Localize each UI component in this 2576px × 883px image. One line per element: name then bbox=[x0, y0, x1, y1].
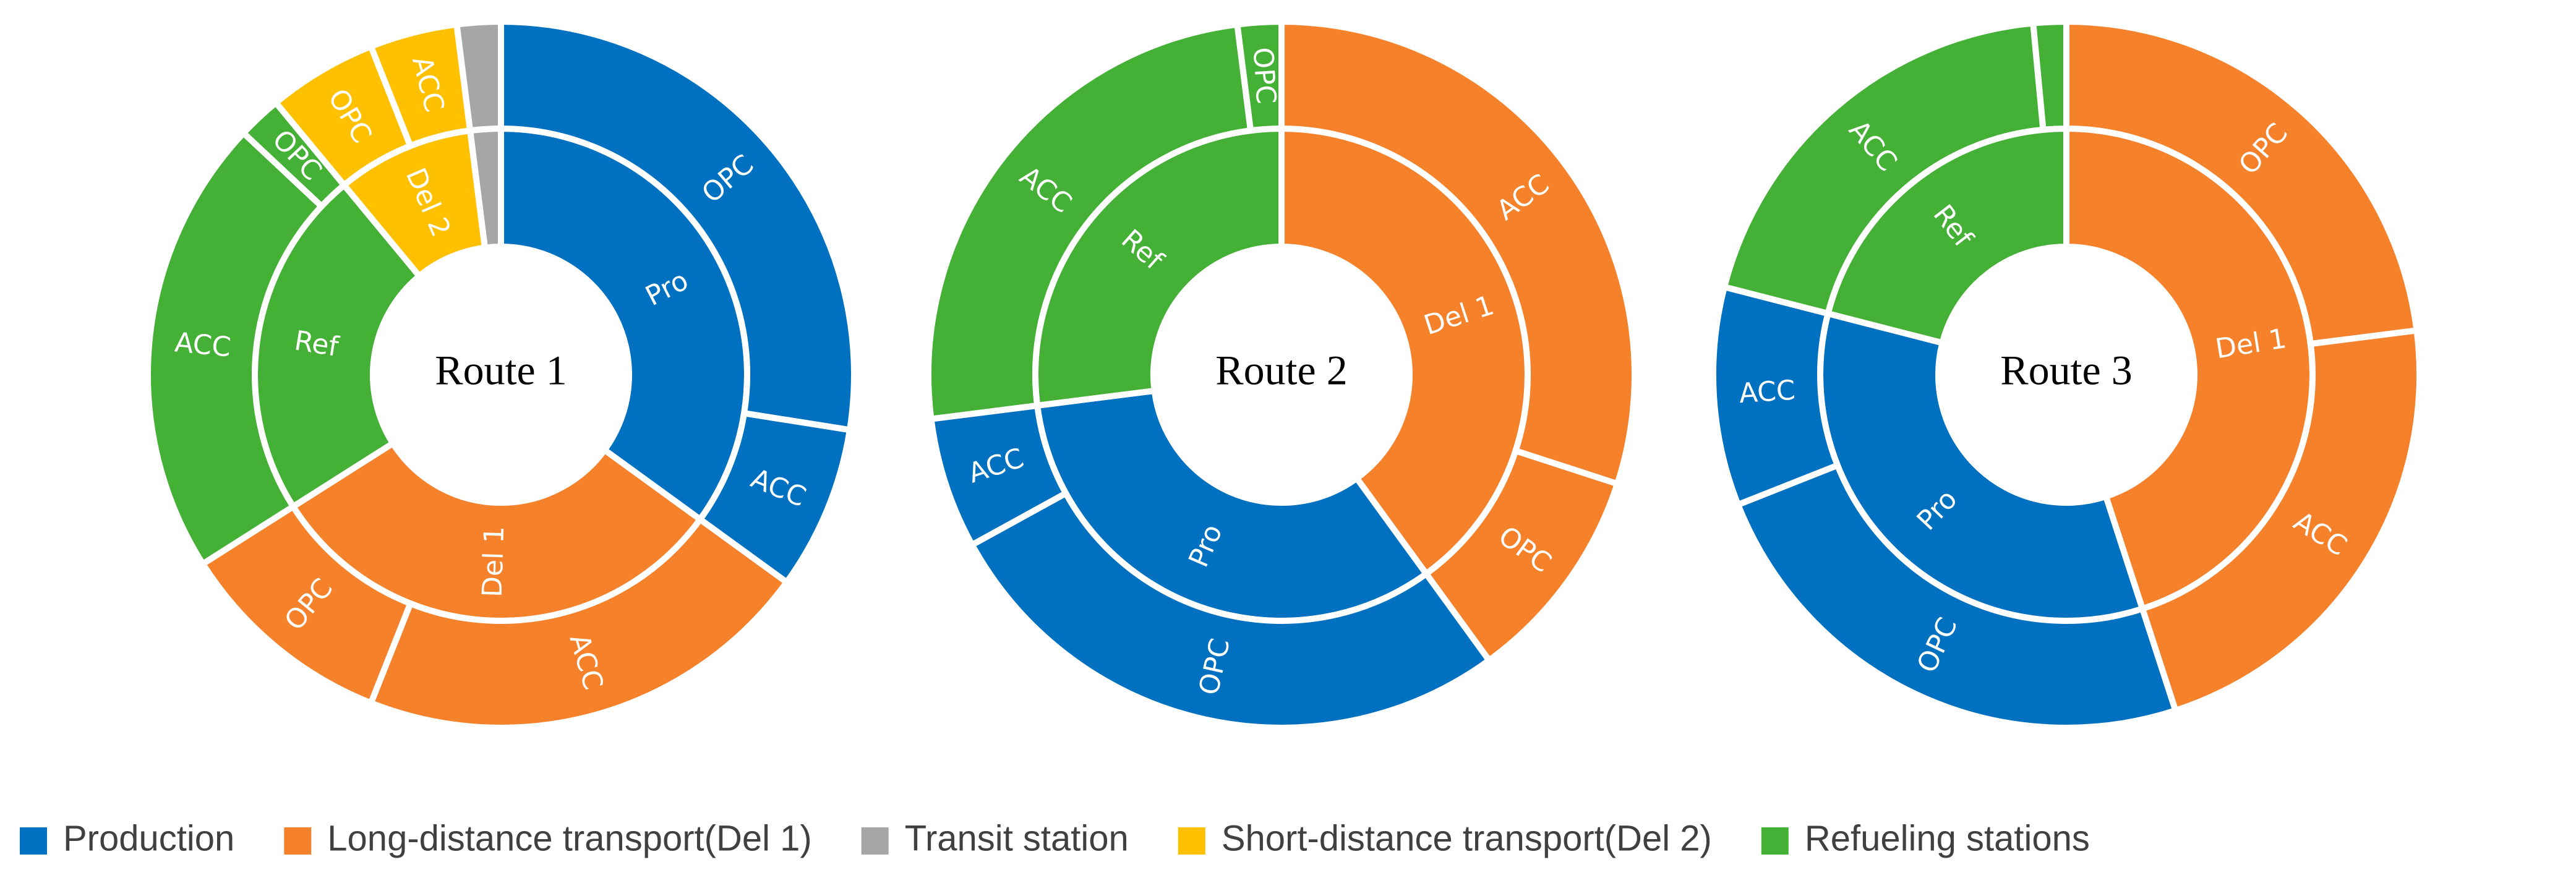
segment-label: ACC bbox=[173, 326, 232, 363]
outer-segment bbox=[925, 20, 1254, 423]
outer-segment bbox=[145, 129, 326, 568]
legend-swatch bbox=[284, 827, 312, 855]
outer-segment bbox=[453, 18, 504, 134]
outer-segment bbox=[1278, 18, 1638, 488]
legend-label: Long-distance transport(Del 1) bbox=[327, 818, 811, 858]
legend-label: Transit station bbox=[905, 818, 1129, 858]
legend-swatch bbox=[1178, 827, 1205, 855]
outer-segment bbox=[1720, 20, 2047, 318]
legend-label: Short-distance transport(Del 2) bbox=[1222, 818, 1712, 858]
segment-label: OPC bbox=[1247, 46, 1282, 105]
outer-segment bbox=[2138, 326, 2423, 715]
legend-label: Production bbox=[63, 818, 234, 858]
segment-label: Del 1 bbox=[477, 526, 511, 598]
legend-label: Refueling stations bbox=[1805, 818, 2090, 858]
segment-label: Ref bbox=[292, 325, 341, 363]
outer-segment bbox=[1734, 461, 2180, 731]
chart-title: Route 2 bbox=[1215, 347, 1347, 394]
outer-segment bbox=[1233, 18, 1285, 134]
outer-segment bbox=[2063, 18, 2421, 348]
legend-swatch bbox=[1761, 827, 1789, 855]
outer-segment bbox=[498, 18, 857, 434]
segment-label: ACC bbox=[1738, 375, 1796, 410]
outer-segment bbox=[2029, 18, 2069, 134]
chart-title: Route 1 bbox=[435, 347, 567, 394]
chart-title: Route 3 bbox=[2000, 347, 2132, 394]
legend-swatch bbox=[861, 827, 889, 855]
legend-swatch bbox=[20, 827, 47, 855]
outer-segment bbox=[367, 514, 791, 731]
outer-segment bbox=[967, 488, 1494, 731]
